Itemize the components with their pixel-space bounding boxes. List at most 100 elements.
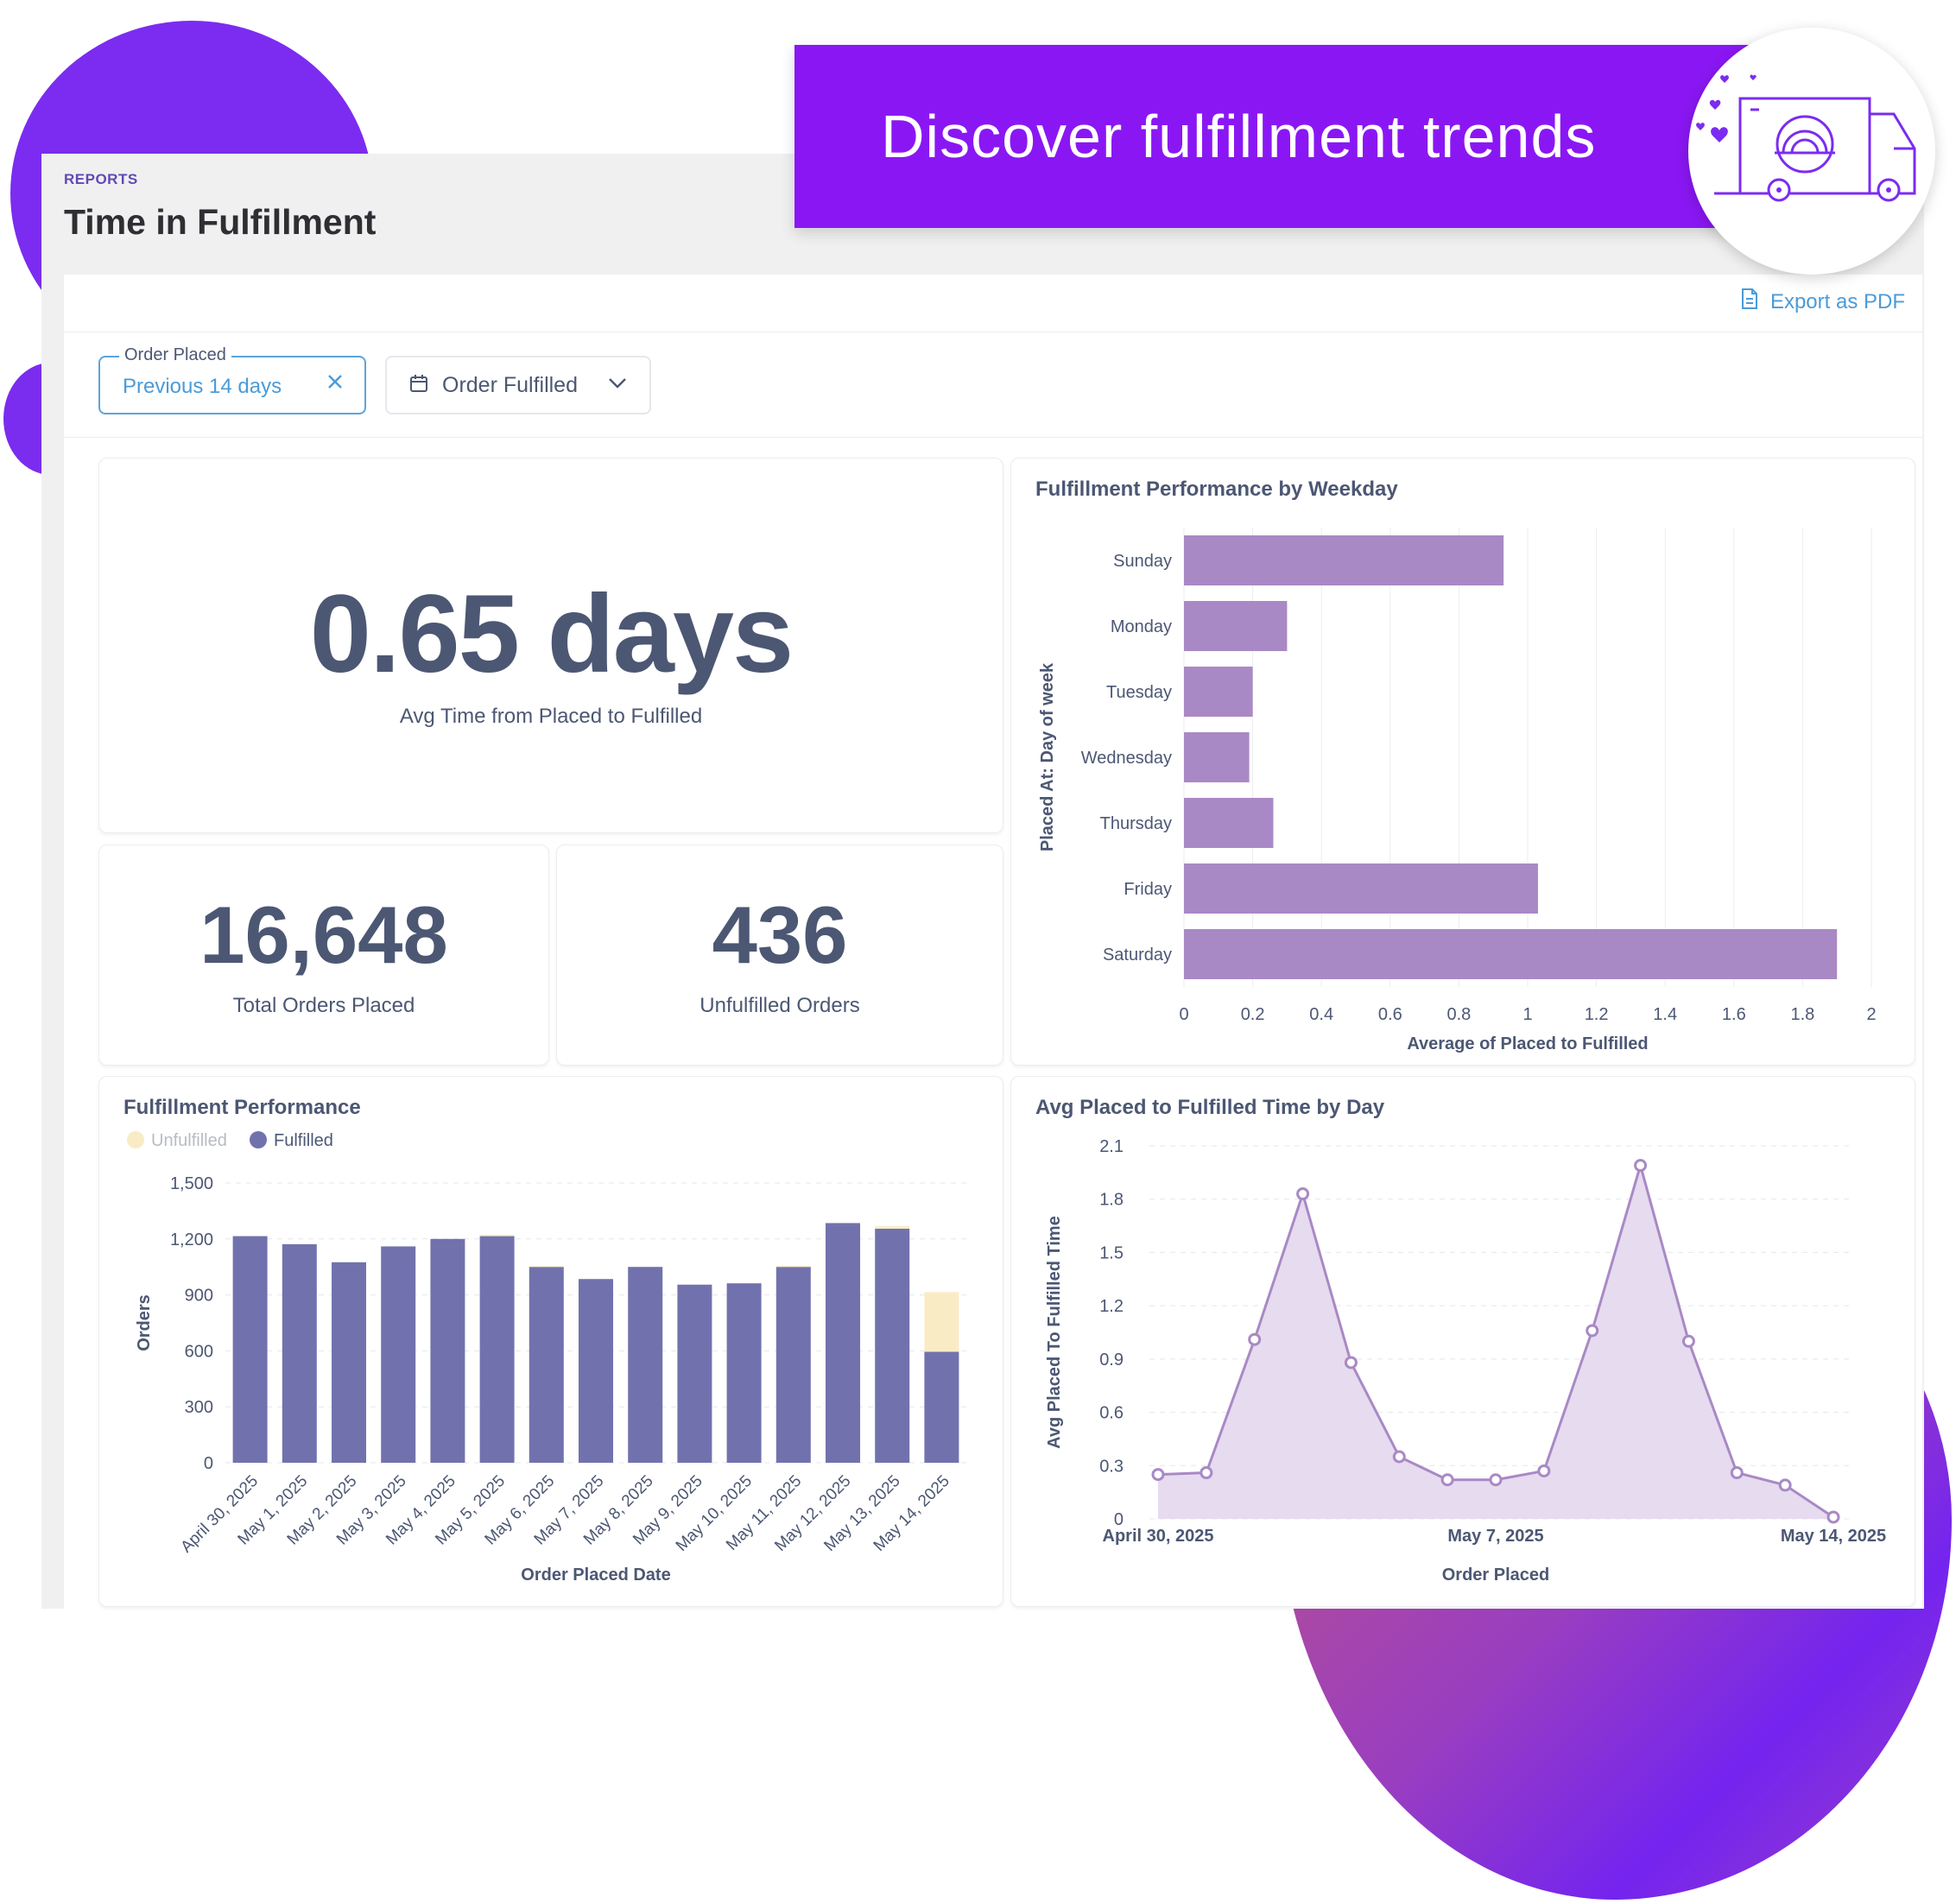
x-tick-label: 0.2 bbox=[1241, 1005, 1265, 1024]
bar-fulfilled bbox=[232, 1236, 268, 1463]
weekday-performance-card: Fulfillment Performance by Weekday 0 0.2 0… bbox=[1010, 458, 1915, 1066]
bar-fulfilled bbox=[430, 1238, 465, 1463]
delivery-truck-icon bbox=[1688, 28, 1935, 275]
y-tick-label: 1,200 bbox=[170, 1230, 213, 1249]
promo-banner: Discover fulfillment trends bbox=[794, 45, 1788, 228]
weekday-bar bbox=[1184, 929, 1838, 979]
weekday-bar bbox=[1184, 863, 1538, 914]
y-tick-label: 0 bbox=[204, 1454, 213, 1473]
order-placed-filter-value: Previous 14 days bbox=[123, 375, 282, 398]
bar-fulfilled bbox=[677, 1284, 712, 1463]
weekday-bar bbox=[1184, 732, 1250, 782]
y-tick-label: Friday bbox=[1124, 880, 1172, 899]
document-icon bbox=[1741, 288, 1758, 315]
y-tick-label: Sunday bbox=[1113, 552, 1172, 571]
export-pdf-label: Export as PDF bbox=[1769, 289, 1905, 313]
data-point bbox=[1296, 1187, 1310, 1201]
clear-filter-icon[interactable] bbox=[325, 371, 345, 396]
bar-fulfilled bbox=[726, 1283, 762, 1463]
x-tick-label: 1.2 bbox=[1585, 1005, 1609, 1024]
x-tick-label: 1 bbox=[1522, 1005, 1532, 1024]
calendar-icon bbox=[409, 374, 428, 397]
bar-unfulfilled bbox=[924, 1292, 959, 1352]
y-tick-label: Monday bbox=[1111, 617, 1172, 636]
y-tick-label: Tuesday bbox=[1106, 683, 1172, 702]
y-tick-label: Saturday bbox=[1103, 946, 1172, 965]
bar-unfulfilled bbox=[529, 1266, 564, 1268]
avg-time-value: 0.65 days bbox=[309, 572, 794, 696]
x-tick-label: 1.8 bbox=[1790, 1005, 1814, 1024]
chevron-down-icon[interactable] bbox=[607, 376, 628, 395]
data-point bbox=[1151, 1468, 1165, 1482]
y-tick-label: 300 bbox=[185, 1398, 213, 1417]
y-tick-label: Thursday bbox=[1100, 814, 1172, 833]
y-tick-label: 0.9 bbox=[1099, 1351, 1124, 1369]
y-tick-label: 1,500 bbox=[170, 1174, 213, 1193]
total-orders-label: Total Orders Placed bbox=[232, 994, 415, 1017]
total-orders-card: 16,648 Total Orders Placed bbox=[98, 844, 549, 1066]
y-axis-label: Orders bbox=[135, 1294, 154, 1351]
fulfillment-stacked-bar-chart: 0 300 600 900 1,200 1,500 Unfulfilled Fulfilled… bbox=[127, 1131, 966, 1585]
weekday-bar bbox=[1184, 601, 1288, 651]
weekday-bar bbox=[1184, 667, 1253, 717]
x-tick-label: 0.8 bbox=[1446, 1005, 1471, 1024]
x-tick-label: 1.6 bbox=[1722, 1005, 1746, 1024]
x-tick-label: May 7, 2025 bbox=[1447, 1527, 1543, 1546]
bar-unfulfilled bbox=[875, 1225, 910, 1229]
data-point bbox=[1778, 1478, 1792, 1492]
fulfillment-performance-card: Fulfillment Performance 0 300 600 900 1,200 1… bbox=[98, 1076, 1003, 1607]
y-tick-label: 1.8 bbox=[1099, 1191, 1124, 1210]
legend-label-unfulfilled: Unfulfilled bbox=[151, 1131, 227, 1150]
x-tick-label: May 14, 2025 bbox=[1781, 1527, 1886, 1546]
x-tick-label: 0.4 bbox=[1309, 1005, 1333, 1024]
bar-fulfilled bbox=[529, 1267, 564, 1463]
weekday-bar-chart: 0 0.2 0.4 0.6 0.8 1 1.2 1.4 1.6 1.8 2 Sunday Monday T… bbox=[1038, 528, 1877, 1053]
line-chart-title: Avg Placed to Fulfilled Time by Day bbox=[1035, 1096, 1385, 1119]
x-tick-label: 0 bbox=[1179, 1005, 1188, 1024]
x-axis-label: Average of Placed to Fulfilled bbox=[1407, 1034, 1648, 1053]
avg-time-area-chart: 0 0.3 0.6 0.9 1.2 1.5 1.8 2.1 April 30, 2025 May … bbox=[1045, 1137, 1886, 1585]
bar-fulfilled bbox=[579, 1279, 613, 1463]
report-header: REPORTS Time in Fulfillment bbox=[41, 154, 1924, 275]
y-tick-label: 0.6 bbox=[1099, 1404, 1124, 1423]
data-point bbox=[1440, 1473, 1454, 1487]
filter-divider bbox=[64, 437, 1922, 438]
export-pdf-link[interactable]: Export as PDF bbox=[1741, 288, 1905, 315]
y-tick-label: 600 bbox=[185, 1342, 213, 1361]
bar-unfulfilled bbox=[479, 1234, 515, 1237]
data-point bbox=[1826, 1510, 1840, 1524]
weekday-chart-title: Fulfillment Performance by Weekday bbox=[1035, 478, 1398, 501]
bar-fulfilled bbox=[775, 1267, 811, 1463]
breadcrumb-reports[interactable]: REPORTS bbox=[64, 171, 138, 187]
order-fulfilled-filter[interactable]: Order Fulfilled bbox=[385, 356, 651, 414]
bar-fulfilled bbox=[479, 1236, 515, 1463]
bar-fulfilled bbox=[875, 1228, 910, 1463]
order-fulfilled-filter-label: Order Fulfilled bbox=[442, 372, 578, 397]
legend-swatch-unfulfilled bbox=[127, 1131, 144, 1148]
data-point bbox=[1730, 1466, 1744, 1480]
data-point bbox=[1489, 1473, 1503, 1487]
y-axis-label: Avg Placed To Fulfilled Time bbox=[1045, 1216, 1064, 1449]
unfulfilled-orders-value: 436 bbox=[712, 889, 848, 980]
weekday-bar bbox=[1184, 535, 1504, 585]
y-tick-label: 900 bbox=[185, 1287, 213, 1306]
x-axis-label: Order Placed Date bbox=[521, 1566, 670, 1585]
order-placed-filter-label: Order Placed bbox=[119, 345, 231, 365]
legend-label-fulfilled: Fulfilled bbox=[274, 1131, 333, 1150]
bar-fulfilled bbox=[628, 1267, 663, 1463]
data-point bbox=[1586, 1324, 1599, 1338]
y-tick-label: 1.2 bbox=[1099, 1297, 1124, 1316]
report-content: Export as PDF Order Placed Previous 14 d… bbox=[64, 275, 1922, 1609]
page-title: Time in Fulfillment bbox=[64, 202, 377, 242]
total-orders-value: 16,648 bbox=[199, 889, 448, 980]
x-tick-label: 0.6 bbox=[1378, 1005, 1402, 1024]
y-tick-label: 0.3 bbox=[1099, 1457, 1124, 1476]
legend-swatch-fulfilled bbox=[250, 1131, 267, 1148]
perf-chart-title: Fulfillment Performance bbox=[123, 1096, 361, 1119]
bar-fulfilled bbox=[332, 1262, 366, 1463]
order-placed-filter[interactable]: Order Placed Previous 14 days bbox=[98, 345, 366, 414]
unfulfilled-orders-label: Unfulfilled Orders bbox=[699, 994, 860, 1017]
data-point bbox=[1537, 1464, 1551, 1477]
x-tick-label: 1.4 bbox=[1653, 1005, 1677, 1024]
x-tick-label: 2 bbox=[1866, 1005, 1876, 1024]
